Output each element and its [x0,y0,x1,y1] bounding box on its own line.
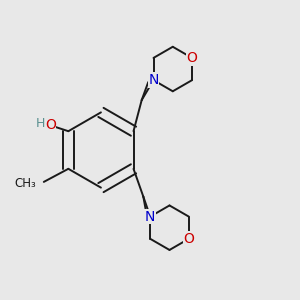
Text: O: O [45,118,56,132]
Text: CH₃: CH₃ [15,177,37,190]
Text: O: O [187,51,197,65]
Text: N: N [148,73,159,87]
Text: H: H [36,116,45,130]
Text: N: N [145,210,155,224]
Text: O: O [183,232,194,246]
